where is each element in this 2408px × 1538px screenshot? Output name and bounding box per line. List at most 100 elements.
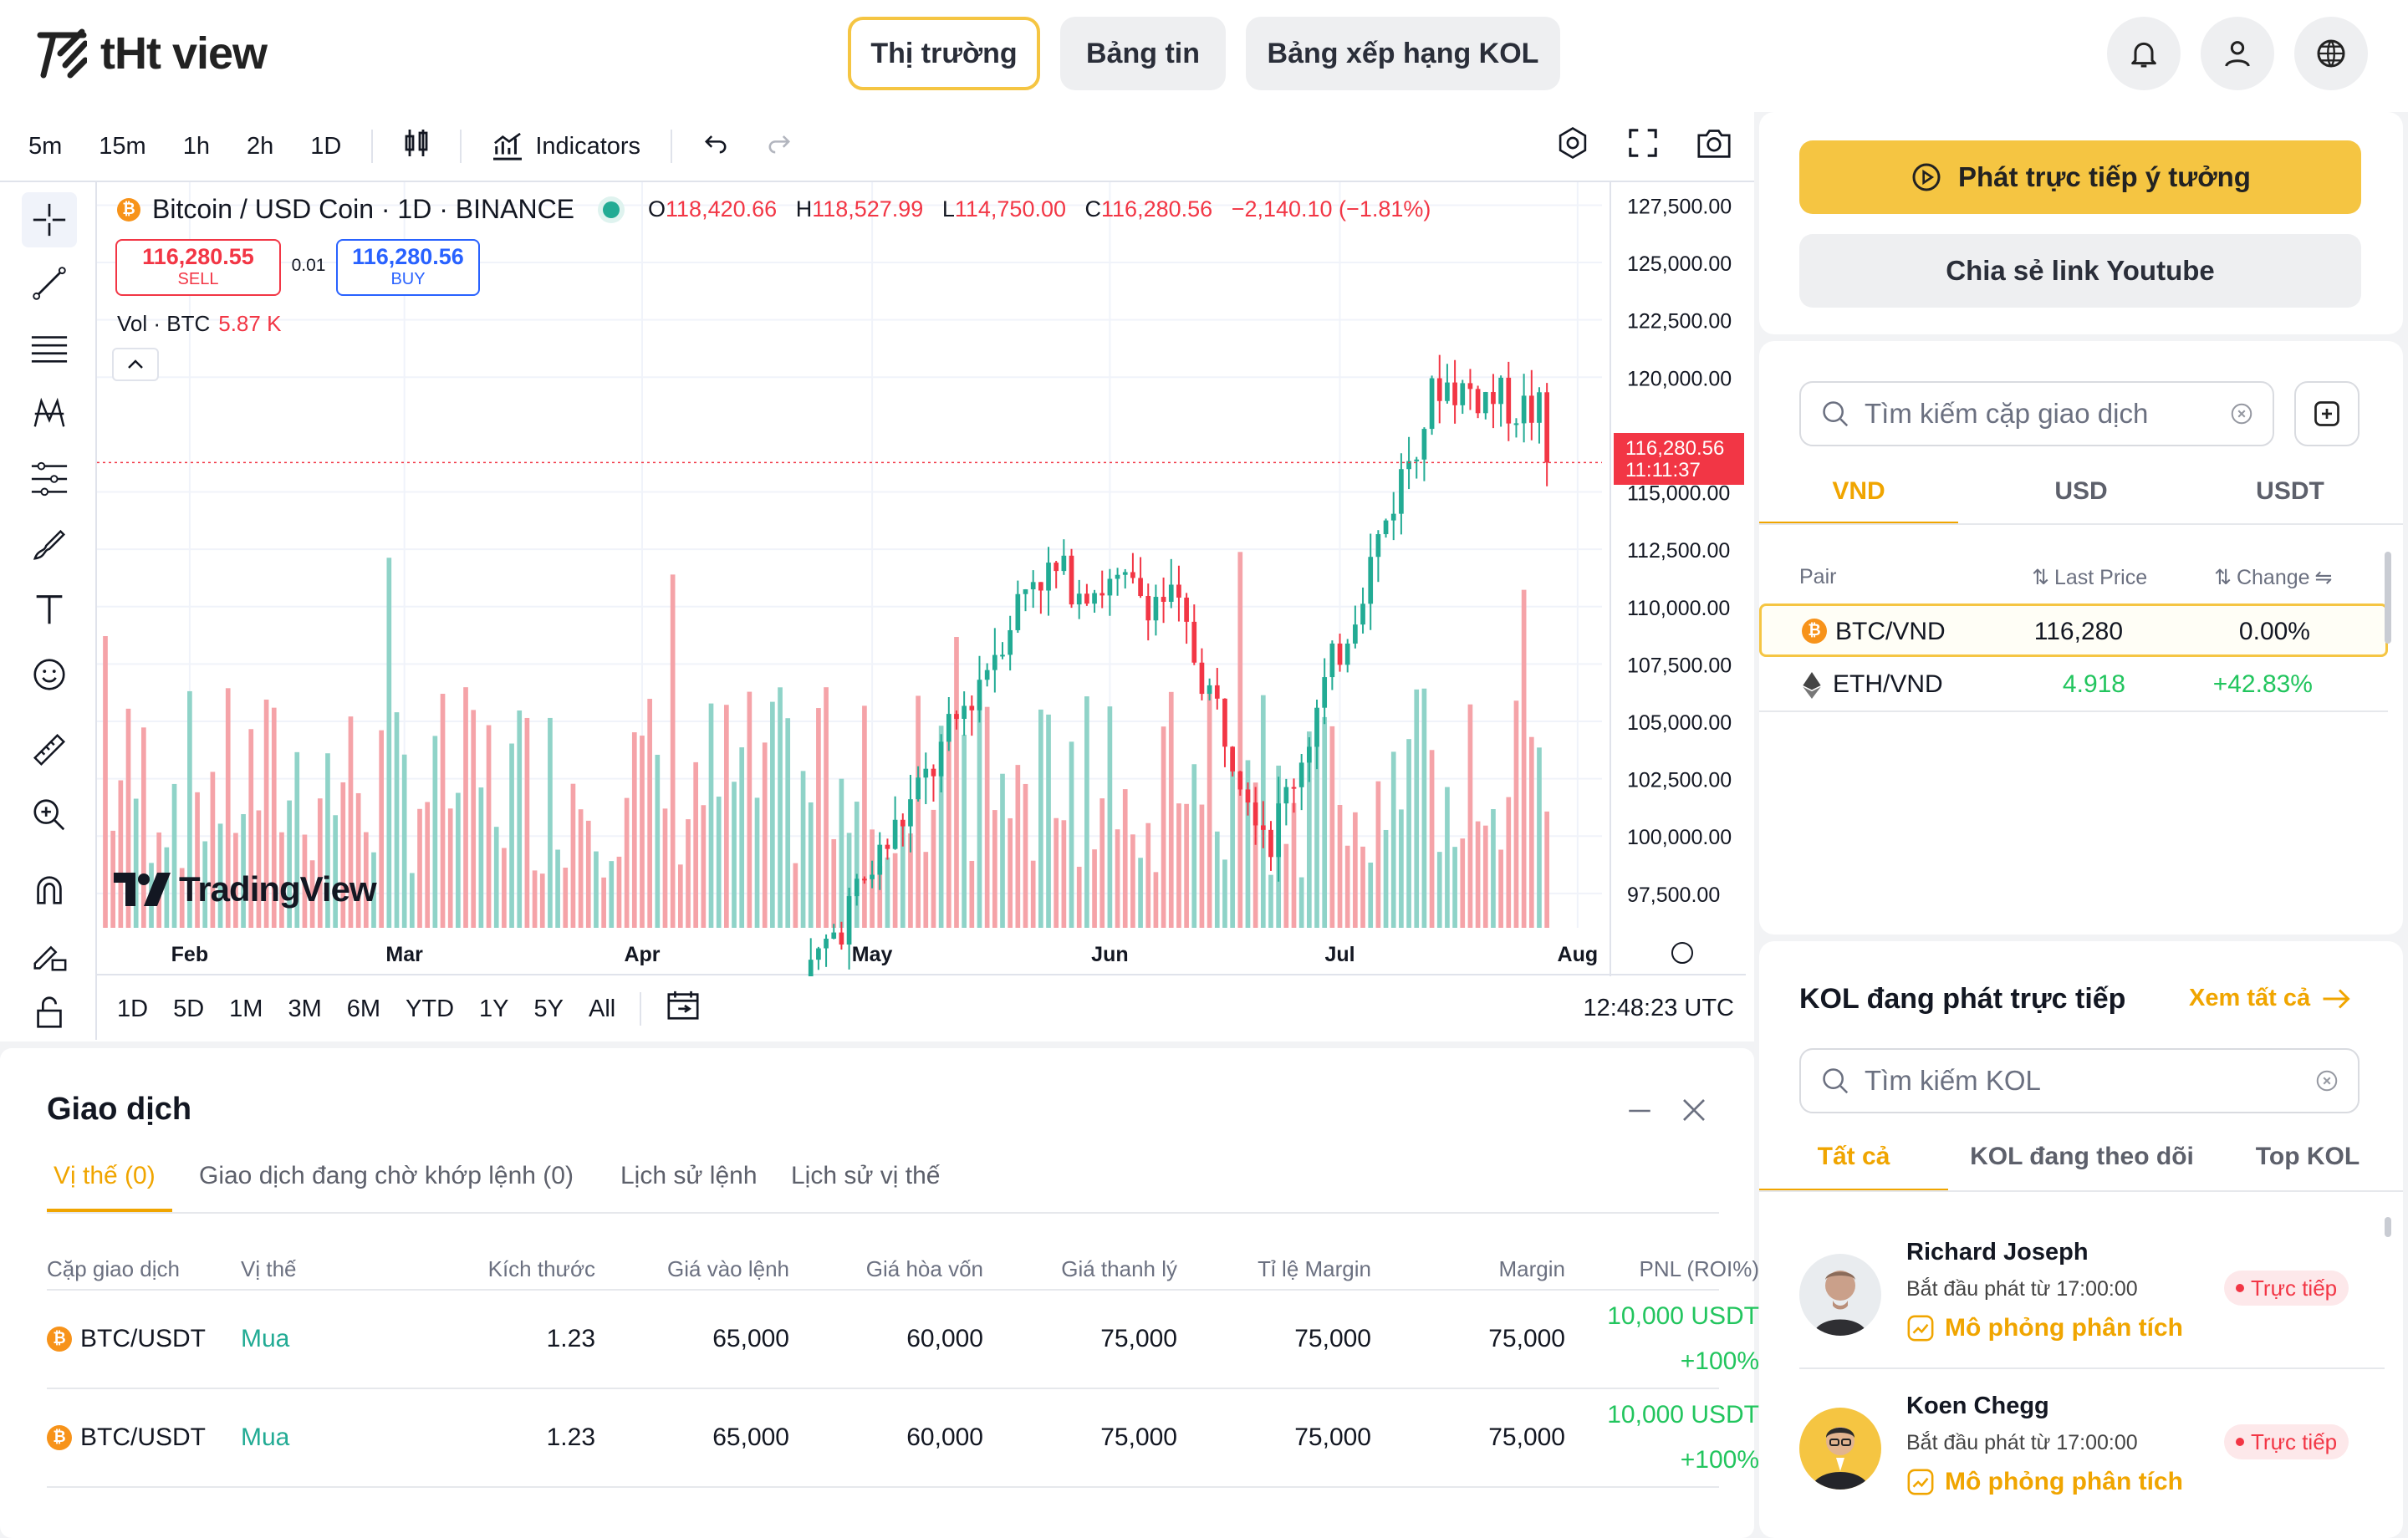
horizontal-lines-tool[interactable] <box>22 321 77 376</box>
range-3m[interactable]: 3M <box>288 995 322 1022</box>
emoji-tool[interactable] <box>22 647 77 702</box>
share-youtube-button[interactable]: Chia sẻ link Youtube <box>1799 234 2361 308</box>
unlock-tool[interactable] <box>22 985 77 1040</box>
crosshair-tool[interactable] <box>22 192 77 247</box>
go-live-button[interactable]: Phát trực tiếp ý tưởng <box>1799 140 2361 214</box>
text-tool[interactable] <box>22 582 77 637</box>
clear-icon[interactable] <box>2314 1068 2339 1093</box>
candle-body <box>1421 429 1427 460</box>
volume-bar <box>885 857 890 928</box>
volume-bar <box>355 792 361 928</box>
tab-currency-vnd[interactable]: VND <box>1759 475 1958 525</box>
tab-news[interactable]: Bảng tin <box>1060 17 1226 90</box>
settings-button[interactable] <box>1537 125 1609 167</box>
tab-currency-usdt[interactable]: USDT <box>2256 477 2324 505</box>
timeframe-2h[interactable]: 2h <box>246 132 274 160</box>
buy-button[interactable]: 116,280.56 BUY <box>336 239 480 296</box>
goto-date-button[interactable] <box>653 989 713 1029</box>
lock-drawings-tool[interactable] <box>22 928 77 983</box>
volume-bar <box>1214 831 1220 928</box>
tab-order-history[interactable]: Lịch sử lệnh <box>620 1162 758 1189</box>
language-button[interactable] <box>2294 17 2368 90</box>
range-1y[interactable]: 1Y <box>479 995 509 1022</box>
collapse-legend-button[interactable] <box>112 348 159 381</box>
range-5d[interactable]: 5D <box>173 995 205 1022</box>
tradingview-logo-icon <box>114 873 171 906</box>
tab-market[interactable]: Thị trường <box>848 17 1040 90</box>
close-orders-button[interactable] <box>1679 1095 1709 1129</box>
volume-bar <box>1237 552 1243 928</box>
range-all[interactable]: All <box>589 995 616 1022</box>
kol-item[interactable]: Richard Joseph Bắt đầu phát từ 17:00:00 … <box>1799 1227 2385 1369</box>
kol-scrollbar[interactable] <box>2385 1217 2391 1237</box>
table-row[interactable]: ₿ BTC/USDT Mua 1.23 65,000 60,000 75,000 … <box>47 1291 1759 1389</box>
tab-currency-usd[interactable]: USD <box>2054 477 2108 505</box>
range-ytd[interactable]: YTD <box>406 995 455 1022</box>
candle-body <box>1537 392 1542 423</box>
range-5y[interactable]: 5Y <box>533 995 564 1022</box>
volume-bar <box>1521 589 1527 928</box>
range-6m[interactable]: 6M <box>346 995 381 1022</box>
pattern-tool[interactable] <box>22 386 77 441</box>
timeframe-5m[interactable]: 5m <box>28 132 63 160</box>
brush-tool[interactable] <box>22 517 77 572</box>
measure-tool[interactable] <box>22 722 77 777</box>
sell-button[interactable]: 116,280.55 SELL <box>115 239 281 296</box>
volume-bar <box>164 847 170 928</box>
volume-bar <box>1399 809 1404 928</box>
profile-button[interactable] <box>2201 17 2274 90</box>
timeframe-15m[interactable]: 15m <box>99 132 146 160</box>
candle-style-button[interactable] <box>385 126 448 166</box>
tabs-underline <box>1759 523 2403 525</box>
notification-button[interactable] <box>2107 17 2181 90</box>
clear-icon[interactable] <box>2229 401 2254 426</box>
go-live-label: Phát trực tiếp ý tưởng <box>1958 161 2251 192</box>
brand-logo[interactable]: tHt view <box>37 23 268 84</box>
header-last-price[interactable]: ⇅ Last Price <box>2032 565 2147 590</box>
indicators-button[interactable]: Indicators <box>473 132 659 160</box>
volume-bar <box>1429 750 1435 928</box>
kol-item[interactable]: Koen Chegg Bắt đầu phát từ 17:00:00 Trực… <box>1799 1381 2385 1523</box>
pair-search-field[interactable]: Tìm kiếm cặp giao dịch <box>1799 381 2274 446</box>
simulate-analysis-link[interactable]: Mô phỏng phân tích <box>1906 1314 2183 1342</box>
candle-body <box>1076 593 1082 605</box>
simulate-analysis-link[interactable]: Mô phỏng phân tích <box>1906 1468 2183 1496</box>
volume-bar <box>548 717 553 928</box>
screenshot-button[interactable] <box>1677 126 1754 166</box>
pair-row-btc[interactable]: ₿ BTC/VND 116,280 0.00% <box>1759 603 2388 657</box>
kol-see-all-link[interactable]: Xem tất cả <box>2189 985 2352 1012</box>
redo-button[interactable] <box>747 130 811 163</box>
range-1m[interactable]: 1M <box>229 995 263 1022</box>
candle-body <box>1491 392 1496 405</box>
magnet-tool[interactable] <box>22 863 77 918</box>
timeframe-1d[interactable]: 1D <box>310 132 342 160</box>
undo-button[interactable] <box>684 130 747 163</box>
trend-line-tool[interactable] <box>22 256 77 311</box>
add-pair-button[interactable] <box>2294 381 2360 446</box>
timeframe-1h[interactable]: 1h <box>182 132 210 160</box>
range-1d[interactable]: 1D <box>117 995 149 1022</box>
volume-bar <box>233 833 238 928</box>
zoom-tool[interactable] <box>22 787 77 843</box>
tab-kol-all[interactable]: Tất cả <box>1759 1140 1948 1192</box>
tab-kol-ranking[interactable]: Bảng xếp hạng KOL <box>1246 17 1560 90</box>
kol-search-field[interactable]: Tìm kiếm KOL <box>1799 1048 2360 1113</box>
pair-row-eth[interactable]: ETH/VND 4.918 +42.83% <box>1759 659 2388 712</box>
table-row[interactable]: ₿ BTC/USDT Mua 1.23 65,000 60,000 75,000 … <box>47 1389 1759 1488</box>
tab-pending-orders[interactable]: Giao dịch đang chờ khớp lệnh (0) <box>199 1162 574 1189</box>
tab-position-history[interactable]: Lịch sử vị thế <box>791 1162 941 1189</box>
header-pair[interactable]: Pair <box>1799 565 1837 588</box>
volume-bar <box>179 868 185 928</box>
forecast-tool[interactable] <box>22 451 77 507</box>
tab-top-kol[interactable]: Top KOL <box>2255 1143 2360 1170</box>
pairs-scrollbar[interactable] <box>2385 552 2391 644</box>
col-side: Vị thế <box>241 1255 297 1281</box>
plus-square-icon <box>2314 401 2339 426</box>
bell-icon <box>2131 42 2156 68</box>
minimize-orders-button[interactable] <box>1625 1097 1654 1129</box>
tab-kol-following[interactable]: KOL đang theo dõi <box>1970 1143 2194 1170</box>
tab-positions[interactable]: Vị thế (0) <box>54 1162 156 1189</box>
price-chart[interactable]: 127,500.00 125,000.00 122,500.00 120,000.00… <box>97 182 1746 976</box>
fullscreen-button[interactable] <box>1609 127 1677 166</box>
header-change[interactable]: ⇅ Change ⇋ <box>2214 565 2332 590</box>
